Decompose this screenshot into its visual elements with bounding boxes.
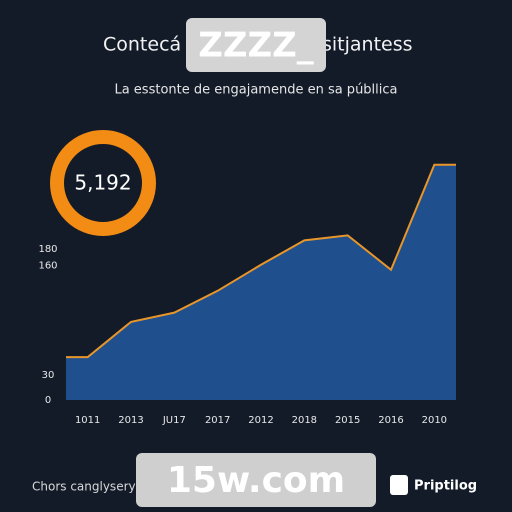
footer-right: Priptilog (414, 479, 477, 494)
logo-icon (390, 475, 408, 495)
y-tick-label: 180 (38, 244, 57, 255)
watermark-box (136, 453, 376, 507)
chart-title-end: sitjantess (322, 34, 413, 56)
x-tick-label: 2016 (378, 415, 403, 426)
y-tick-label: 0 (45, 395, 51, 406)
x-tick-label: 2018 (292, 415, 317, 426)
kpi-value: 5,192 (74, 171, 131, 195)
overlay-box (186, 18, 326, 72)
y-tick-label: 160 (38, 261, 57, 272)
x-tick-label: 2010 (422, 415, 447, 426)
kpi-ring (50, 130, 156, 236)
chart-subtitle: La esstonte de engajamende en sa públlic… (114, 83, 397, 98)
area (66, 164, 456, 400)
x-tick-label: 2017 (205, 415, 230, 426)
line (66, 163, 456, 359)
x-tick-label: 2013 (118, 415, 143, 426)
x-tick-label: 2015 (335, 415, 360, 426)
x-tick-label: 2012 (248, 415, 273, 426)
x-tick-label: 1011 (75, 415, 100, 426)
watermark-text: 15w.com (167, 460, 345, 501)
y-tick-label: 30 (42, 370, 55, 381)
chart-title: Contecá a (103, 34, 199, 56)
footer-left: Chors canglysery (32, 480, 136, 494)
overlay-text: ZZZZ_ (198, 26, 314, 66)
x-tick-label: JU17 (162, 415, 186, 426)
